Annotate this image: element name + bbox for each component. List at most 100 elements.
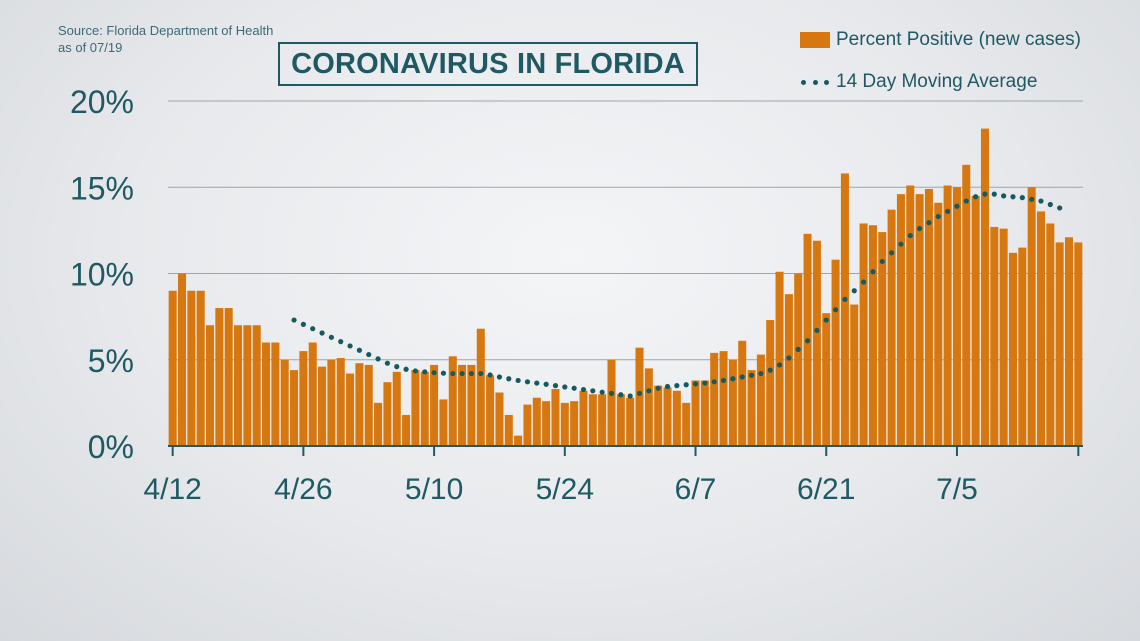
average-dot [496, 374, 503, 380]
average-dot [636, 390, 643, 396]
bar [616, 394, 625, 446]
average-dot [655, 385, 661, 391]
bar [654, 385, 663, 446]
average-dot [487, 372, 493, 378]
bar [420, 371, 429, 446]
average-dot [347, 343, 353, 349]
bar [542, 401, 551, 446]
average-dot [618, 392, 624, 398]
bar [486, 375, 495, 446]
bar [812, 240, 821, 446]
bar [514, 435, 523, 446]
bar [840, 173, 849, 446]
bar [168, 290, 177, 446]
bar [756, 354, 765, 446]
average-dot [786, 355, 792, 361]
bar [831, 259, 840, 446]
bar [579, 390, 588, 446]
bar [523, 404, 532, 446]
average-dot [412, 368, 419, 374]
bar [766, 320, 775, 446]
average-dot [310, 326, 316, 332]
average-dot [926, 220, 932, 226]
average-dot [982, 191, 988, 197]
average-dot [1010, 194, 1016, 200]
average-dot [384, 360, 391, 366]
bar [682, 402, 691, 446]
bar [598, 394, 607, 446]
bar [532, 397, 541, 446]
bar [299, 351, 308, 446]
average-dot [450, 370, 456, 377]
y-tick-label: 20% [70, 84, 134, 120]
bar [383, 382, 392, 446]
average-dot [431, 370, 437, 376]
source-line: Source: Florida Department of Health [58, 23, 274, 38]
bar [504, 414, 513, 446]
average-dot [1038, 198, 1044, 204]
bar [495, 392, 504, 446]
average-dot [945, 208, 951, 214]
bar [1008, 252, 1017, 446]
bar [728, 359, 737, 446]
average-dot [338, 339, 344, 345]
average-dot [720, 377, 727, 384]
average-dot [963, 198, 969, 204]
bar [719, 351, 728, 446]
bar [775, 271, 784, 446]
x-tick-label: 5/10 [405, 473, 463, 506]
average-dot [394, 364, 400, 370]
average-dot [524, 379, 531, 385]
average-dot [674, 383, 680, 389]
bar [934, 202, 943, 446]
bar [271, 342, 280, 446]
average-dot [739, 374, 745, 380]
average-dot [468, 370, 475, 377]
bar [971, 195, 980, 446]
average-dot [692, 381, 699, 387]
average-dot [954, 203, 960, 209]
bar [476, 328, 485, 446]
bar [980, 128, 989, 446]
bar [252, 325, 261, 446]
bar [635, 347, 644, 446]
x-tick-label: 6/7 [675, 473, 717, 506]
legend-bar-swatch [800, 32, 830, 48]
bar [1046, 223, 1055, 446]
chart-title-text: CORONAVIRUS IN FLORIDA [291, 47, 685, 80]
average-dot [917, 226, 923, 232]
average-dot [711, 379, 717, 385]
bar [355, 363, 364, 446]
bar [990, 226, 999, 446]
bar [262, 342, 271, 446]
bar [859, 223, 868, 446]
average-dot [898, 241, 904, 247]
legend-label-moving-average: 14 Day Moving Average [836, 71, 1038, 92]
bar [234, 325, 243, 446]
average-dot [991, 191, 997, 197]
legend-dots-swatch [800, 79, 830, 85]
average-dot [804, 338, 811, 344]
average-dot [291, 317, 297, 323]
average-dot [832, 307, 839, 313]
average-dot [767, 367, 773, 373]
average-dot [1047, 201, 1053, 208]
bar [215, 308, 224, 446]
bar [1027, 187, 1036, 446]
average-dot [459, 370, 465, 377]
average-dot [571, 385, 577, 391]
bar [402, 414, 411, 446]
bar [1055, 242, 1064, 446]
average-dot [702, 380, 708, 386]
average-dot [356, 347, 363, 353]
bar [336, 358, 345, 446]
bar [243, 325, 252, 446]
y-tick-label: 0% [88, 429, 134, 465]
bar [822, 313, 831, 446]
bar [224, 308, 233, 446]
bar [943, 185, 952, 446]
bar [560, 402, 569, 446]
chart-title: CORONAVIRUS IN FLORIDA [278, 42, 698, 86]
average-dot [403, 366, 409, 372]
